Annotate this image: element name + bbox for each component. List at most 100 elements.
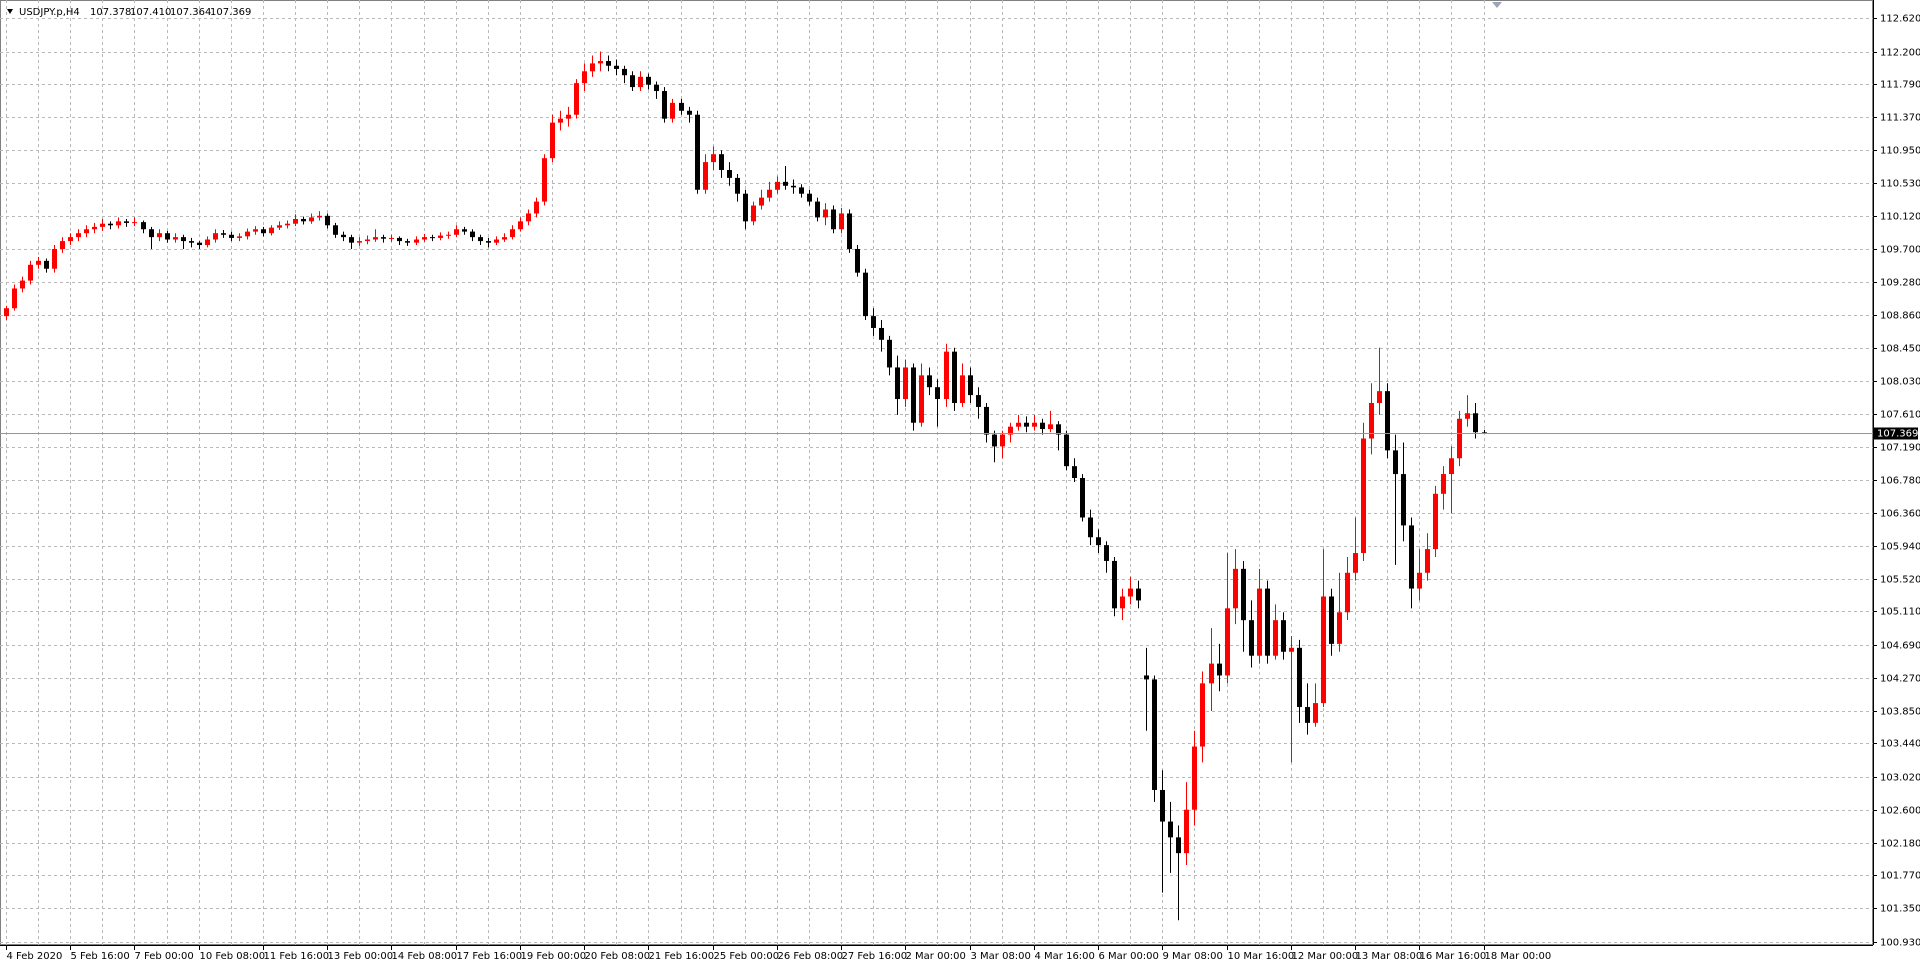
- chart-shift-marker[interactable]: [1492, 2, 1502, 8]
- y-tick-label: 105.110: [1880, 607, 1920, 618]
- candle-body: [976, 395, 981, 407]
- y-tick-label: 108.030: [1880, 377, 1920, 388]
- y-tick-label: 101.770: [1880, 871, 1920, 882]
- candle-body: [566, 114, 571, 119]
- candle-body: [108, 223, 113, 226]
- candle-body: [116, 221, 121, 226]
- candle-body: [1465, 413, 1470, 419]
- candle-body: [1345, 572, 1350, 613]
- quote-value: 107.369: [210, 7, 251, 18]
- candle-body: [1449, 458, 1454, 475]
- y-tick-label: 103.020: [1880, 773, 1920, 784]
- candle-body: [405, 241, 410, 243]
- candle-body: [438, 235, 443, 238]
- candle-body: [1441, 474, 1446, 494]
- candle-body: [92, 226, 97, 230]
- candle-body: [630, 75, 635, 88]
- candle-body: [261, 229, 266, 234]
- x-tick-label: 5 Feb 16:00: [71, 951, 130, 962]
- candle-body: [1000, 434, 1005, 447]
- quote-value: 107.364: [170, 7, 211, 18]
- candle-body: [1032, 422, 1037, 427]
- x-tick-label: 7 Feb 00:00: [135, 951, 194, 962]
- y-tick-label: 103.440: [1880, 739, 1920, 750]
- x-tick-label: 20 Feb 08:00: [585, 951, 651, 962]
- candle-body: [1265, 588, 1270, 656]
- y-tick-label: 107.610: [1880, 410, 1920, 421]
- candle-body: [349, 237, 354, 243]
- candle-body: [831, 209, 836, 230]
- candle-body: [1144, 675, 1149, 680]
- candle-body: [213, 233, 218, 240]
- candle-body: [141, 222, 146, 230]
- candle-body: [502, 237, 507, 240]
- candle-body: [309, 217, 314, 222]
- candle-body: [20, 280, 25, 289]
- candle-body: [735, 177, 740, 194]
- x-tick-label: 2 Mar 00:00: [906, 951, 966, 962]
- x-tick-label: 18 Mar 00:00: [1485, 951, 1552, 962]
- candle-body: [759, 197, 764, 206]
- candle-body: [960, 375, 965, 403]
- candle-body: [670, 102, 675, 119]
- x-tick-label: 4 Mar 16:00: [1035, 951, 1095, 962]
- candle-body: [189, 241, 194, 243]
- candle-body: [1225, 608, 1230, 676]
- candle-body: [606, 61, 611, 66]
- candle-body: [927, 375, 932, 388]
- x-tick-label: 27 Feb 16:00: [842, 951, 908, 962]
- grid: [0, 0, 1873, 945]
- y-tick-label: 102.600: [1880, 806, 1920, 817]
- candle-body: [1008, 426, 1013, 435]
- candle-body: [1080, 478, 1085, 518]
- candle-body: [1457, 418, 1462, 459]
- candle-body: [1160, 789, 1165, 822]
- x-tick-label: 9 Mar 08:00: [1163, 951, 1223, 962]
- candle-body: [863, 272, 868, 317]
- candle-body: [422, 237, 427, 240]
- candle-body: [1241, 568, 1246, 621]
- symbol: USDJPY.p,H4: [19, 7, 80, 18]
- candle-body: [952, 351, 957, 403]
- candle-body: [341, 234, 346, 238]
- candle-body: [654, 84, 659, 92]
- candle-body: [590, 63, 595, 72]
- candle-body: [245, 231, 250, 237]
- candle-body: [727, 170, 732, 178]
- x-tick-label: 14 Feb 08:00: [392, 951, 458, 962]
- y-tick-label: 109.280: [1880, 278, 1920, 289]
- candle-body: [1233, 568, 1238, 609]
- candle-body: [1088, 517, 1093, 538]
- y-tick-label: 100.930: [1880, 938, 1920, 949]
- candle-body: [1289, 647, 1294, 652]
- symbol-menu-arrow[interactable]: [7, 9, 13, 14]
- candle-body: [1361, 438, 1366, 554]
- candle-body: [895, 367, 900, 400]
- y-tick-label: 111.790: [1880, 80, 1920, 91]
- candle-body: [389, 237, 394, 239]
- candle-body: [1016, 422, 1021, 427]
- candle-body: [486, 241, 491, 243]
- candle-body: [301, 218, 306, 222]
- y-tick-label: 104.690: [1880, 641, 1920, 652]
- y-tick-label: 102.180: [1880, 839, 1920, 850]
- candle-body: [871, 316, 876, 328]
- candle-body: [622, 68, 627, 76]
- candle-body: [414, 239, 419, 243]
- candle-body: [1217, 663, 1222, 676]
- candle-body: [1409, 525, 1414, 589]
- candle-body: [1112, 560, 1117, 609]
- candle-body: [847, 213, 852, 249]
- candle-body: [550, 122, 555, 159]
- candle-body: [679, 102, 684, 111]
- candle-body: [149, 229, 154, 238]
- candle-body: [397, 237, 402, 242]
- current-price-box: [1874, 427, 1918, 440]
- candle-body: [1192, 746, 1197, 810]
- candle-body: [253, 229, 258, 232]
- x-tick-label: 10 Mar 16:00: [1228, 951, 1295, 962]
- candle-body: [446, 234, 451, 236]
- x-tick-label: 21 Feb 16:00: [649, 951, 715, 962]
